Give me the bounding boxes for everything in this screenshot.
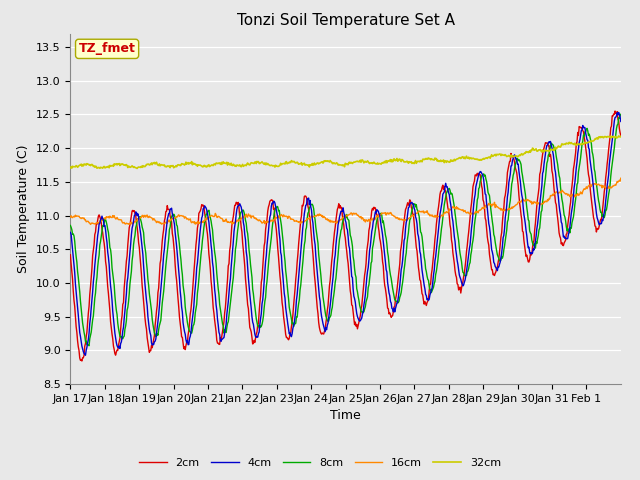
32cm	[617, 133, 625, 139]
32cm	[133, 166, 141, 171]
4cm	[281, 295, 289, 301]
Line: 2cm: 2cm	[70, 111, 621, 361]
8cm	[67, 223, 74, 228]
2cm	[233, 200, 241, 205]
32cm	[434, 157, 442, 163]
2cm	[403, 203, 411, 208]
32cm	[67, 165, 74, 170]
Line: 4cm: 4cm	[70, 112, 621, 355]
Line: 32cm: 32cm	[70, 136, 621, 168]
16cm	[67, 214, 74, 220]
4cm	[233, 206, 241, 212]
16cm	[403, 217, 411, 223]
16cm	[434, 214, 442, 219]
4cm	[67, 229, 74, 235]
16cm	[86, 222, 94, 228]
8cm	[434, 258, 442, 264]
8cm	[233, 235, 241, 240]
Y-axis label: Soil Temperature (C): Soil Temperature (C)	[17, 144, 30, 273]
2cm	[611, 108, 619, 114]
Legend: 2cm, 4cm, 8cm, 16cm, 32cm: 2cm, 4cm, 8cm, 16cm, 32cm	[134, 453, 506, 472]
4cm	[617, 119, 625, 124]
X-axis label: Time: Time	[330, 409, 361, 422]
8cm	[132, 225, 140, 231]
16cm	[617, 175, 625, 181]
4cm	[82, 352, 90, 358]
Line: 8cm: 8cm	[70, 114, 621, 346]
32cm	[281, 161, 289, 167]
4cm	[434, 233, 442, 239]
32cm	[260, 161, 268, 167]
4cm	[615, 109, 623, 115]
2cm	[281, 324, 289, 330]
2cm	[67, 252, 74, 258]
8cm	[281, 258, 289, 264]
8cm	[260, 305, 268, 311]
32cm	[233, 162, 241, 168]
16cm	[132, 219, 140, 225]
16cm	[233, 217, 241, 223]
4cm	[260, 278, 268, 284]
8cm	[403, 241, 411, 247]
8cm	[85, 343, 93, 348]
32cm	[131, 165, 139, 170]
4cm	[132, 209, 140, 215]
2cm	[78, 358, 86, 364]
32cm	[615, 133, 623, 139]
Title: Tonzi Soil Temperature Set A: Tonzi Soil Temperature Set A	[237, 13, 454, 28]
16cm	[281, 214, 289, 219]
Text: TZ_fmet: TZ_fmet	[79, 42, 136, 55]
2cm	[132, 212, 140, 218]
4cm	[403, 217, 411, 223]
32cm	[403, 158, 411, 164]
2cm	[617, 132, 625, 138]
Line: 16cm: 16cm	[70, 178, 621, 225]
16cm	[260, 217, 268, 223]
8cm	[617, 111, 625, 117]
2cm	[260, 243, 268, 249]
2cm	[434, 209, 442, 215]
